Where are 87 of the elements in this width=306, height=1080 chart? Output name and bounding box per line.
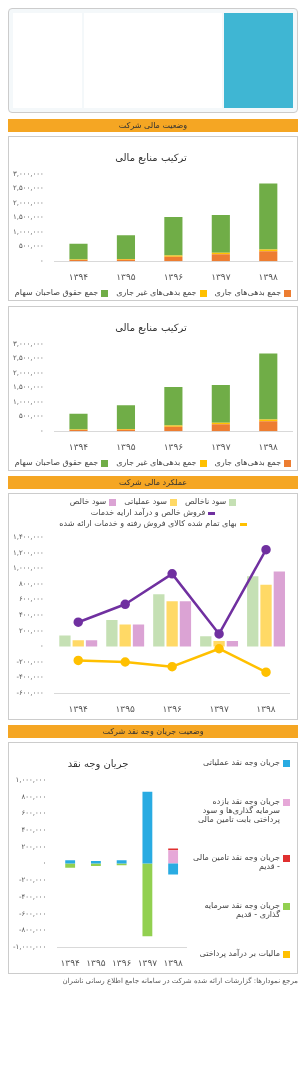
point [120, 599, 130, 610]
bar [259, 183, 278, 250]
x-tick-label: ۱۳۹۸ [256, 703, 276, 714]
bar [259, 421, 278, 432]
legend-label: سود ناخالص [185, 497, 227, 506]
x-tick-label: ۱۳۹۸ [258, 271, 279, 282]
bar [211, 254, 230, 262]
x-tick-label: ۱۳۹۸ [258, 441, 279, 452]
bar [142, 791, 153, 864]
x-tick-label: ۱۳۹۶ [162, 703, 182, 714]
bar [166, 601, 178, 647]
x-tick-label: ۱۳۹۶ [163, 441, 184, 452]
x-tick-label: ۱۳۹۷ [137, 957, 158, 968]
point [73, 617, 83, 627]
bar [259, 353, 278, 420]
bar [164, 256, 183, 262]
bar [211, 384, 230, 423]
x-tick-label: ۱۳۹۵ [115, 703, 136, 714]
bar [164, 426, 183, 432]
point [120, 657, 130, 667]
chart-title: ترکیب منابع مالی [115, 151, 187, 164]
chart-title: جریان وجه نقد [67, 757, 129, 770]
point [261, 667, 271, 677]
bar [168, 850, 179, 864]
x-tick-label: ۱۳۹۶ [163, 271, 184, 282]
bar [69, 243, 88, 260]
legend-label: جریان وجه نقد عملیاتی [203, 757, 280, 767]
bar [200, 636, 212, 647]
bar [179, 601, 192, 647]
point [261, 544, 271, 555]
legend-label: جمع حقوق صاحبان سهام [14, 288, 99, 297]
x-tick-label: ۱۳۹۷ [211, 441, 231, 452]
x-tick-label: ۱۳۹۵ [116, 271, 136, 282]
legend-label: جمع بدهی‌های جاری [214, 458, 282, 467]
bar [116, 235, 136, 259]
x-tick-label: ۱۳۹۷ [211, 271, 231, 282]
bar [164, 387, 183, 426]
legend-label: جریان وجه نقد بازده سرمایه گذاری‌ها و سود پرداختی بابت تامین مالی [196, 796, 280, 824]
legend-label: جمع بدهی‌های جاری [214, 288, 282, 297]
bar [260, 584, 272, 647]
chart-subtitle: عملکرد مالی شرکت [8, 476, 298, 489]
x-tick-label: ۱۳۹۷ [209, 703, 229, 714]
x-tick-label: ۱۳۹۶ [111, 957, 132, 968]
legend-label: جریان وجه نقد تامین مالی - قدیم [192, 853, 280, 872]
bar [211, 214, 230, 253]
x-tick-label: ۱۳۹۴ [68, 703, 89, 714]
bar [142, 863, 153, 937]
legend-label: مالیات بر درآمد پرداختی [199, 949, 280, 959]
bar [119, 624, 131, 647]
point [214, 643, 224, 654]
bar [72, 640, 84, 647]
x-tick-label: ۱۳۹۸ [163, 957, 183, 968]
x-tick-label: ۱۳۹۴ [68, 271, 89, 282]
bar [106, 619, 118, 647]
x-tick-label: ۱۳۹۴ [68, 441, 89, 452]
point [167, 569, 177, 579]
legend-label: جمع بدهی‌های غیر جاری [116, 288, 197, 297]
bar [65, 860, 76, 864]
point [214, 629, 224, 639]
bar [273, 571, 285, 647]
bar [164, 217, 183, 256]
chart-subtitle: وضعیت مالی شرکت [8, 119, 298, 132]
bar [69, 413, 88, 430]
bar [85, 640, 98, 647]
legend-label: جریان وجه نقد سرمایه گذاری - قدیم [203, 901, 280, 920]
legend-label: سود عملیاتی [124, 497, 168, 506]
legend-label: فروش خالص و درآمد ارایه خدمات [90, 508, 206, 517]
chart-title: ترکیب منابع مالی [115, 321, 187, 334]
bar [168, 863, 179, 875]
bar [259, 251, 278, 262]
bar [65, 863, 76, 868]
point [73, 655, 83, 666]
point [167, 661, 177, 672]
bar [116, 405, 136, 429]
legend-label: جمع بدهی‌های غیر جاری [116, 458, 197, 467]
legend-label: جمع حقوق صاحبان سهام [14, 458, 99, 467]
bar [153, 594, 165, 647]
x-tick-label: ۱۳۹۵ [86, 957, 106, 968]
bar [132, 624, 145, 647]
x-tick-label: ۱۳۹۴ [60, 957, 80, 968]
bar [247, 576, 259, 647]
bar [59, 635, 71, 647]
chart-subtitle: وضعیت جریان وجه نقد شرکت [8, 725, 298, 738]
legend-label: سود خالص [69, 497, 107, 506]
legend-label: بهای تمام شده کالای فروش رفته و خدمات ارائه شده [59, 519, 237, 528]
x-tick-label: ۱۳۹۵ [116, 441, 136, 452]
bar [211, 424, 230, 432]
